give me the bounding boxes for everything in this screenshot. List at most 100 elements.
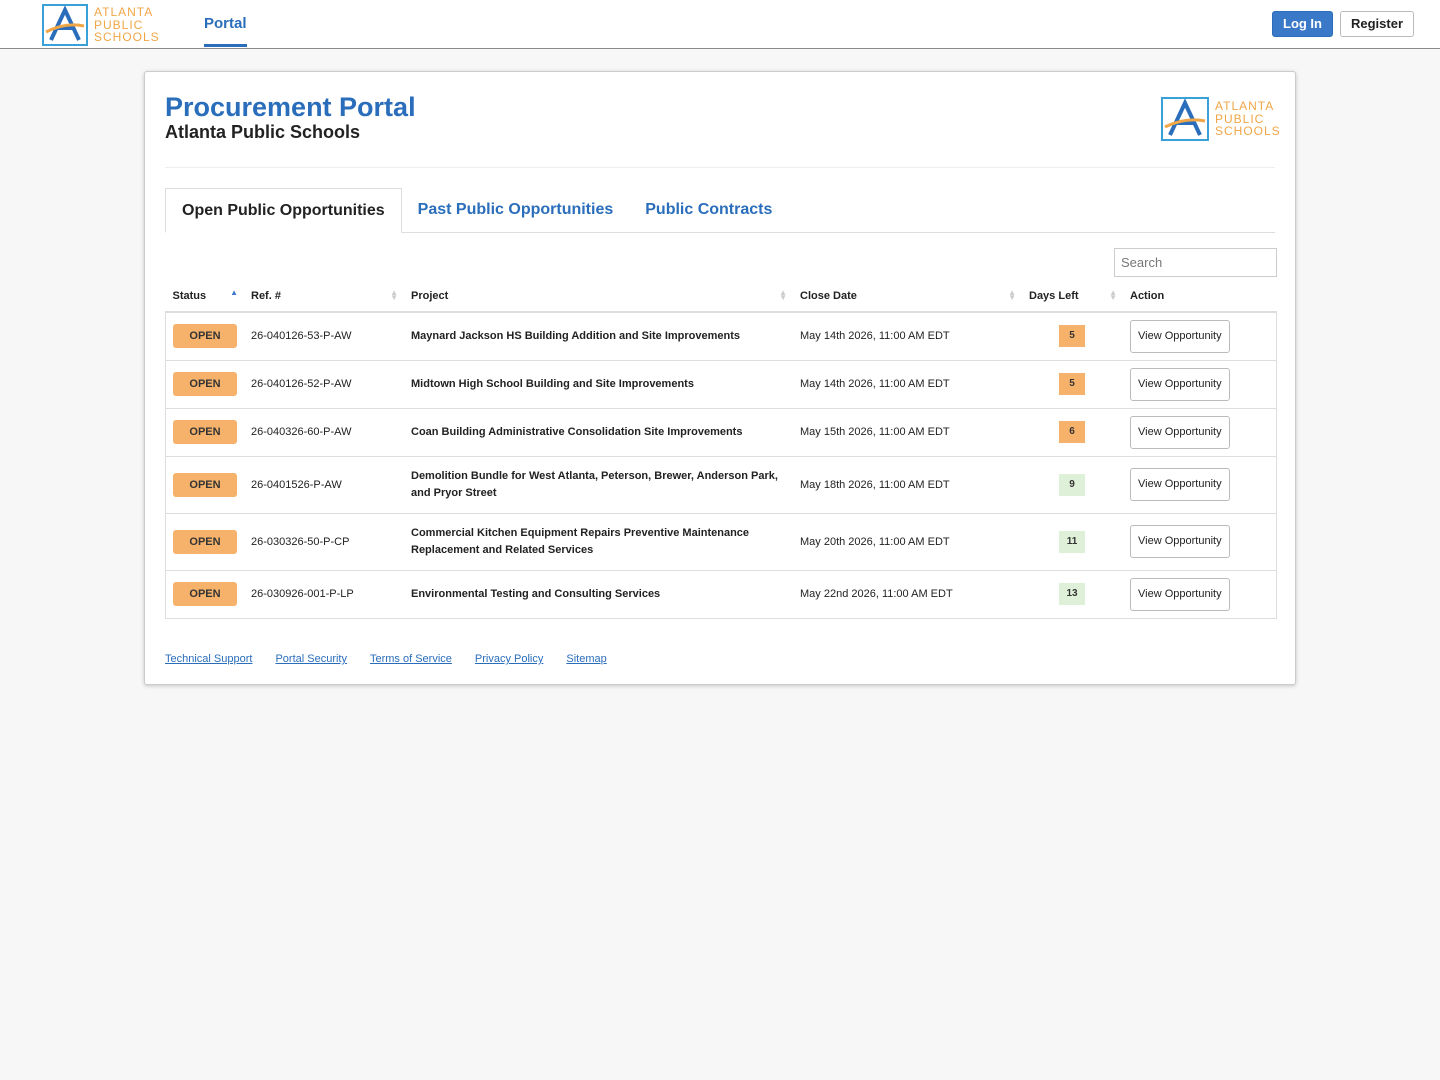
cell: 26-0401526-P-AW [244, 455, 404, 513]
close-date: May 15th 2026, 11:00 AM EDT [800, 426, 950, 438]
close-date: May 14th 2026, 11:00 AM EDT [800, 378, 950, 390]
cell: OPEN [165, 407, 244, 456]
nav-portal[interactable]: Portal [204, 0, 247, 47]
cell: Demolition Bundle for West Atlanta, Pete… [404, 455, 793, 513]
footer-link[interactable]: Sitemap [566, 653, 607, 665]
cell: 5 [1022, 311, 1123, 360]
footer-link[interactable]: Privacy Policy [474, 653, 544, 665]
column-header[interactable]: Project ▲ ▼ [404, 280, 793, 313]
project-name: Environmental Testing and Consulting Ser… [411, 587, 661, 600]
cell: Commercial Kitchen Equipment Repairs Pre… [404, 512, 793, 570]
cell: Coan Building Administrative Consolidati… [404, 407, 793, 456]
status-badge: OPEN [173, 582, 237, 606]
table-row: OPEN 26-040126-52-P-AW Midtown High School… [165, 359, 1277, 408]
status-badge: OPEN [173, 324, 237, 349]
logo-icon [1161, 97, 1209, 141]
ref-number: 26-040126-52-P-AW [251, 378, 352, 390]
cell: OPEN [165, 359, 244, 408]
tab[interactable]: Open Public Opportunities [165, 188, 402, 233]
sort-icon: ▲ [230, 288, 238, 297]
page-subtitle: Atlanta Public Schools [165, 122, 361, 142]
cell: 5 [1022, 359, 1123, 408]
column-header[interactable]: Days Left ▲ ▼ [1022, 280, 1123, 313]
cell: 26-040126-53-P-AW [244, 311, 404, 360]
tab[interactable]: Public Contracts [645, 201, 773, 218]
cell: 26-040126-52-P-AW [244, 359, 404, 408]
view-button[interactable]: View Opportunity [1130, 367, 1230, 401]
cell: May 14th 2026, 11:00 AM EDT [793, 311, 1022, 360]
status-badge: OPEN [173, 372, 237, 396]
card: Procurement Portal Atlanta Public School… [144, 71, 1296, 685]
column-header[interactable]: Ref. # ▲ ▼ [244, 280, 404, 313]
page-title: Procurement Portal [165, 92, 416, 122]
cell: May 14th 2026, 11:00 AM EDT [793, 359, 1022, 408]
divider [165, 167, 1275, 168]
column-label: Action [1130, 289, 1165, 302]
cell: 26-040326-60-P-AW [244, 407, 404, 456]
top-bar: ATLANTA PUBLIC SCHOOLS Portal Log In Regis… [0, 0, 1440, 49]
search-input[interactable]: Search [1114, 248, 1277, 277]
cell: 26-030326-50-P-CP [244, 512, 404, 570]
logo-text: PUBLIC [94, 17, 144, 32]
ref-number: 26-030926-001-P-LP [251, 588, 354, 600]
days-left: 5 [1059, 325, 1085, 348]
column-header[interactable]: Close Date ▲ ▼ [793, 280, 1022, 313]
cell: 13 [1022, 569, 1123, 619]
sort-icon: ▲ ▼ [390, 288, 398, 302]
close-date: May 22nd 2026, 11:00 AM EDT [800, 588, 953, 600]
register-button[interactable]: Register [1340, 11, 1415, 37]
tabs: Open Public Opportunities Past Public Op… [165, 188, 1275, 233]
close-date: May 14th 2026, 11:00 AM EDT [800, 330, 950, 343]
cell: 9 [1022, 455, 1123, 513]
column-label: Close Date [800, 289, 857, 302]
days-left: 9 [1059, 473, 1085, 496]
tab[interactable]: Past Public Opportunities [417, 201, 614, 218]
ref-number: 26-040126-53-P-AW [251, 330, 352, 343]
status-badge: OPEN [173, 472, 237, 497]
column-label: Days Left [1029, 289, 1079, 302]
cell: View Opportunity [1123, 569, 1277, 619]
column-label: Project [411, 289, 449, 302]
status-badge: OPEN [173, 529, 237, 554]
footer-link[interactable]: Portal Security [275, 653, 347, 665]
days-left: 6 [1059, 421, 1085, 443]
footer-link[interactable]: Technical Support [165, 653, 253, 665]
cell: View Opportunity [1123, 311, 1277, 360]
cell: Environmental Testing and Consulting Ser… [404, 569, 793, 619]
days-left: 13 [1059, 583, 1085, 605]
view-button[interactable]: View Opportunity [1130, 468, 1230, 501]
cell: View Opportunity [1123, 407, 1277, 456]
table-row: OPEN 26-0401526-P-AW Demolition Bundle for… [165, 455, 1277, 513]
column-label: Ref. # [251, 289, 281, 302]
view-button[interactable]: View Opportunity [1130, 319, 1230, 353]
column-header[interactable]: Status ▲ [165, 280, 244, 313]
days-left: 5 [1059, 373, 1085, 395]
project-name: Midtown High School Building and Site Im… [411, 377, 694, 390]
column-label: Status [172, 289, 207, 302]
days-left: 11 [1059, 530, 1085, 553]
opportunities-table: Status ▲ Ref. # ▲ ▼ Project ▲ ▼ Close Date ▲ ▼ Days… [165, 280, 1277, 619]
view-button[interactable]: View Opportunity [1130, 525, 1230, 558]
cell: Maynard Jackson HS Building Addition and… [404, 311, 793, 360]
logo-text: SCHOOLS [1215, 124, 1281, 139]
ref-number: 26-030326-50-P-CP [251, 535, 350, 548]
login-button[interactable]: Log In [1272, 11, 1333, 37]
cell: May 22nd 2026, 11:00 AM EDT [793, 569, 1022, 619]
cell: View Opportunity [1123, 455, 1277, 513]
cell: OPEN [165, 311, 244, 360]
table-row: OPEN 26-030326-50-P-CP Commercial Kitchen … [165, 512, 1277, 570]
view-button[interactable]: View Opportunity [1130, 577, 1230, 611]
close-date: May 18th 2026, 11:00 AM EDT [800, 478, 950, 491]
logo-text: SCHOOLS [94, 30, 160, 45]
view-button[interactable]: View Opportunity [1130, 415, 1230, 449]
table-row: OPEN 26-040126-53-P-AW Maynard Jackson HS … [165, 311, 1277, 360]
project-name: Coan Building Administrative Consolidati… [411, 425, 743, 438]
cell: 26-030926-001-P-LP [244, 569, 404, 619]
project-name: Commercial Kitchen Equipment Repairs Pre… [411, 526, 750, 556]
cell: OPEN [165, 512, 244, 570]
footer-link[interactable]: Terms of Service [369, 653, 452, 665]
cell: OPEN [165, 569, 244, 619]
logo-text: ATLANTA [1215, 99, 1275, 114]
